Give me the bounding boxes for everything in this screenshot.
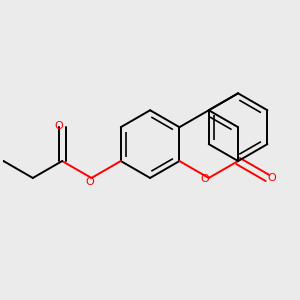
Text: O: O <box>54 121 63 131</box>
Text: O: O <box>268 173 276 183</box>
Text: O: O <box>201 174 210 184</box>
Text: O: O <box>85 176 94 187</box>
